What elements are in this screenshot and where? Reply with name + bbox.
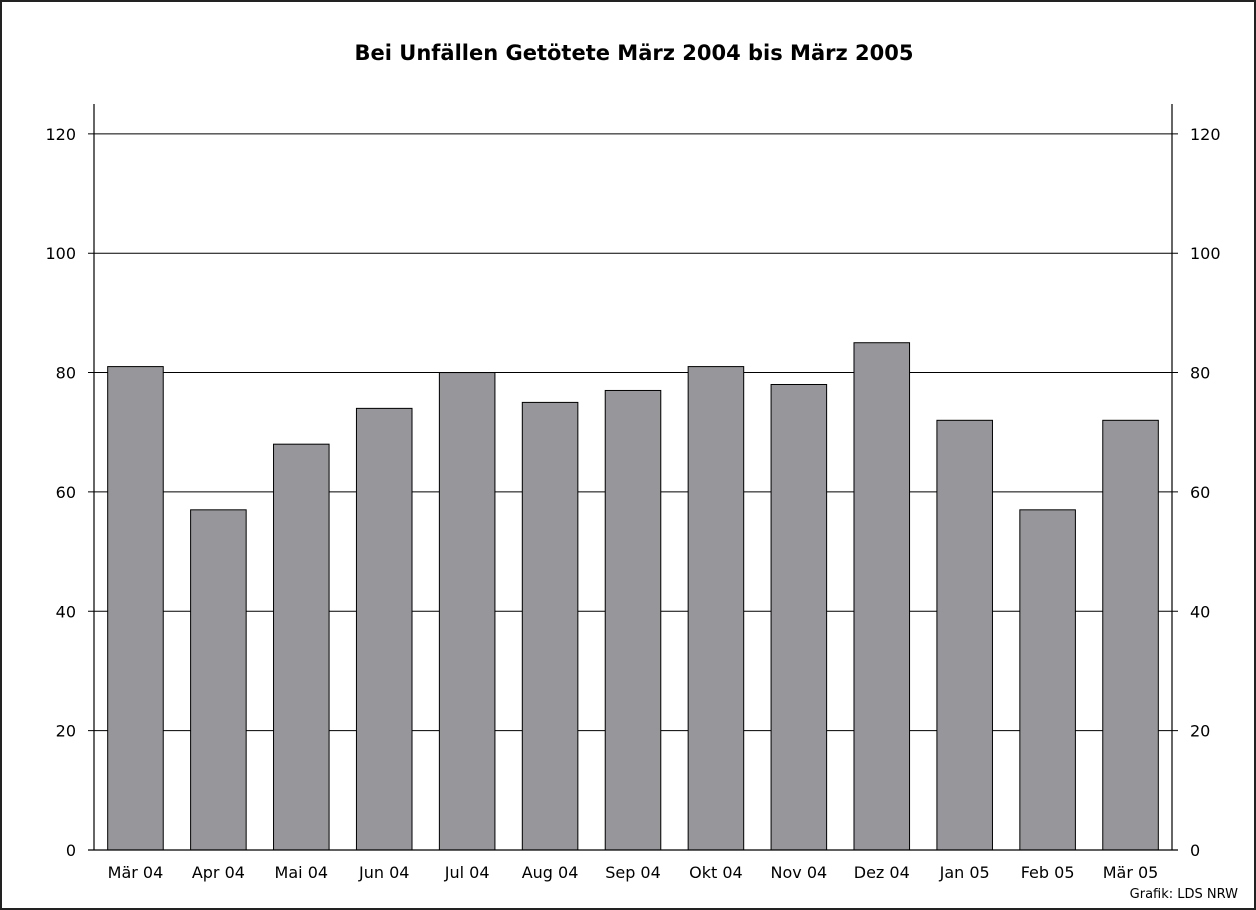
y-tick-label-left: 120	[45, 125, 76, 144]
y-tick-label-left: 80	[56, 364, 76, 383]
x-tick-label: Apr 04	[192, 863, 245, 882]
x-tick-label: Mär 05	[1103, 863, 1159, 882]
source-credit: Grafik: LDS NRW	[1130, 887, 1238, 902]
x-tick-label: Dez 04	[854, 863, 910, 882]
x-tick-label: Mai 04	[275, 863, 329, 882]
bars	[107, 342, 1159, 851]
bar	[1102, 419, 1159, 851]
axes	[88, 104, 1178, 851]
y-axis-right-ticks: 0 20 40 60 80 100 120	[1190, 125, 1221, 860]
x-tick-label: Feb 05	[1021, 863, 1075, 882]
y-tick-label-right: 0	[1190, 841, 1200, 860]
y-tick-label-right: 120	[1190, 125, 1221, 144]
y-tick-label-left: 20	[56, 722, 76, 741]
y-tick-label-left: 60	[56, 483, 76, 502]
y-tick-label-right: 80	[1190, 364, 1210, 383]
y-axis-left-ticks: 0 20 40 60 80 100 120	[45, 125, 76, 860]
x-tick-label: Mär 04	[108, 863, 164, 882]
bar	[604, 389, 662, 851]
x-tick-label: Nov 04	[771, 863, 828, 882]
y-tick-label-left: 40	[56, 602, 76, 621]
bar	[438, 372, 496, 851]
bar	[273, 443, 330, 851]
x-tick-label: Okt 04	[689, 863, 743, 882]
bar	[936, 419, 993, 851]
bar	[770, 383, 828, 851]
y-tick-label-right: 100	[1190, 244, 1221, 263]
bar	[853, 342, 911, 851]
bar	[355, 407, 413, 851]
x-axis-ticks: Mär 04 Apr 04 Mai 04 Jun 04 Jul 04 Aug 04 Sep …	[108, 863, 1159, 882]
y-tick-label-left: 0	[66, 841, 76, 860]
y-tick-label-right: 40	[1190, 602, 1210, 621]
x-tick-label: Jul 04	[444, 863, 490, 882]
x-tick-label: Jan 05	[939, 863, 990, 882]
bar	[190, 509, 247, 851]
x-tick-label: Aug 04	[522, 863, 579, 882]
x-tick-label: Jun 04	[358, 863, 409, 882]
bar	[1019, 509, 1076, 851]
x-tick-label: Sep 04	[605, 863, 661, 882]
bar	[107, 366, 164, 851]
chart-title: Bei Unfällen Getötete März 2004 bis März…	[355, 41, 914, 65]
y-tick-label-right: 20	[1190, 722, 1210, 741]
y-tick-label-left: 100	[45, 244, 76, 263]
bar	[687, 366, 745, 851]
bar	[521, 401, 579, 851]
y-tick-label-right: 60	[1190, 483, 1210, 502]
